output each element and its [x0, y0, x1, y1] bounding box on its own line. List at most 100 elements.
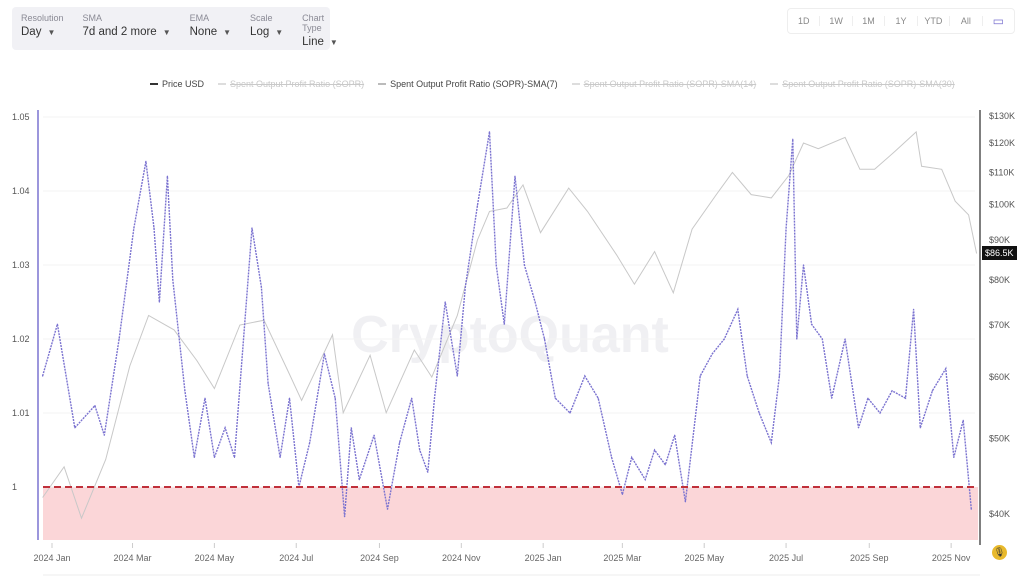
y-right-tick-label: $110K	[989, 167, 1014, 177]
sopr-sma7-point	[746, 375, 748, 377]
sopr-sma7-point	[810, 323, 813, 325]
sopr-sma7-point	[664, 464, 666, 466]
sopr-sma7-point	[534, 301, 536, 303]
sopr-sma7-point	[802, 264, 805, 266]
sopr-sma7-point	[953, 456, 955, 458]
sopr-sma7-point	[758, 412, 760, 414]
sopr-sma7-point	[631, 456, 633, 458]
y-right-tick-label: $90K	[989, 235, 1010, 245]
sopr-sma7-point	[251, 227, 253, 229]
sopr-sma7-point	[611, 456, 613, 458]
y-right-tick-label: $40K	[989, 509, 1010, 519]
sopr-sma7-point	[476, 205, 479, 207]
sopr-sma7-point	[597, 397, 599, 399]
y-left-tick-label: 1	[12, 482, 17, 492]
y-right-tick-label: $120K	[989, 138, 1015, 148]
sopr-sma7-point	[931, 390, 933, 392]
sopr-sma7-point	[584, 375, 586, 377]
sopr-sma7-point	[514, 175, 516, 177]
sopr-sma7-point	[373, 434, 375, 436]
sopr-sma7-point	[464, 286, 466, 288]
legend-label: Spent Output Profit Ratio (SOPR)-SMA(14)	[583, 79, 757, 89]
sopr-sma7-point	[118, 338, 120, 340]
price-usd-line	[42, 130, 978, 520]
legend-sopr[interactable]: Spent Output Profit Ratio (SOPR)	[218, 79, 364, 89]
sopr-sma7-point	[444, 301, 446, 303]
range-all-button[interactable]: All	[950, 16, 983, 26]
range-1y-button[interactable]: 1Y	[885, 16, 918, 26]
sopr-sma7-point	[309, 442, 311, 444]
ema-dropdown[interactable]: EMA None ▼	[181, 7, 231, 50]
caret-down-icon: ▼	[275, 28, 284, 37]
sopr-sma7-point	[945, 368, 947, 370]
x-tick-label: 2025 Jan	[525, 553, 562, 563]
sopr-sma7-point	[821, 338, 823, 340]
sopr-sma7-point	[543, 338, 546, 340]
x-tick-label: 2024 Nov	[442, 553, 481, 563]
sopr-sma7-point	[224, 427, 226, 429]
sma-label: SMA	[82, 13, 103, 23]
sopr-sma7-point	[184, 390, 186, 392]
range-1m-button[interactable]: 1M	[853, 16, 886, 26]
y-right-tick-label: $50K	[989, 434, 1010, 444]
sma-dropdown[interactable]: SMA 7d and 2 more ▼	[74, 7, 171, 50]
caret-down-icon: ▼	[329, 38, 338, 47]
current-price-badge: $86.5K	[982, 246, 1017, 260]
sopr-sma7-point	[919, 427, 921, 429]
sopr-sma7-point	[792, 138, 794, 140]
sopr-sma7-point	[904, 397, 907, 399]
microphone-icon[interactable]: 🎙	[992, 545, 1007, 560]
y-left-tick-label: 1.03	[12, 260, 30, 270]
caret-down-icon: ▼	[162, 28, 171, 37]
sopr-sma7-point	[103, 434, 105, 436]
legend-sopr-sma14[interactable]: Spent Output Profit Ratio (SOPR)-SMA(14)	[571, 79, 757, 89]
sopr-sma7-point	[74, 427, 76, 429]
sopr-sma7-point	[260, 286, 262, 288]
x-tick-label: 2025 Jul	[769, 553, 803, 563]
sopr-sma7-point	[879, 412, 881, 414]
chart-type-label: Chart Type	[302, 13, 325, 33]
time-range-selector: 1D 1W 1M 1Y YTD All ▭	[787, 8, 1015, 34]
y-left-tick-label: 1.01	[12, 408, 30, 418]
y-right-tick-label: $60K	[989, 372, 1010, 382]
x-tick-label: 2024 Jul	[279, 553, 313, 563]
sopr-sma7-point	[456, 375, 458, 377]
range-1d-button[interactable]: 1D	[788, 16, 821, 26]
sopr-sma7-point	[158, 301, 160, 303]
sopr-sma7-point	[674, 434, 676, 436]
resolution-dropdown[interactable]: Resolution Day ▼	[12, 7, 64, 50]
sopr-sma7-point	[699, 375, 701, 377]
sopr-sma7-point	[42, 375, 44, 377]
ema-label: EMA	[189, 13, 210, 23]
sopr-sma7-point	[288, 397, 291, 399]
scale-dropdown[interactable]: Scale Log ▼	[241, 7, 283, 50]
legend-sopr-sma7[interactable]: Spent Output Profit Ratio (SOPR)-SMA(7)	[378, 79, 558, 89]
calendar-icon[interactable]: ▭	[992, 14, 1004, 28]
sopr-sma7-point	[411, 397, 413, 399]
legend-label: Spent Output Profit Ratio (SOPR)	[230, 79, 365, 89]
range-1w-button[interactable]: 1W	[820, 16, 853, 26]
sopr-sma7-point	[737, 308, 739, 310]
x-tick-label: 2024 May	[195, 553, 235, 563]
sopr-sma7-point	[386, 508, 389, 510]
ema-value: None	[189, 26, 218, 38]
sma-value: 7d and 2 more	[82, 26, 157, 38]
sopr-sma7-point	[279, 456, 281, 458]
sopr-sma7-point	[711, 353, 713, 355]
legend-sopr-sma30[interactable]: Spent Output Profit Ratio (SOPR)-SMA(30)	[770, 79, 955, 89]
sopr-sma7-point	[844, 338, 846, 340]
sopr-sma7-point	[56, 323, 58, 325]
sopr-sma7-point	[433, 397, 436, 399]
sopr-sma7-point	[153, 227, 155, 229]
chart-type-dropdown[interactable]: Chart Type Line ▼	[293, 7, 338, 50]
sopr-sma7-line	[41, 131, 972, 517]
sopr-sma7-point	[145, 160, 147, 162]
legend-price-usd[interactable]: Price USD	[150, 79, 204, 89]
range-ytd-button[interactable]: YTD	[918, 16, 951, 26]
y-right-tick-label: $100K	[989, 200, 1015, 210]
sopr-sma7-point	[94, 405, 96, 407]
sopr-sma7-point	[778, 375, 780, 377]
caret-down-icon: ▼	[223, 28, 232, 37]
watermark: CryptoQuant	[351, 306, 669, 364]
